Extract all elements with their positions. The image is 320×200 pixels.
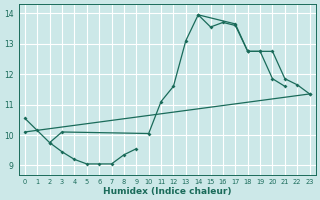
X-axis label: Humidex (Indice chaleur): Humidex (Indice chaleur) <box>103 187 231 196</box>
